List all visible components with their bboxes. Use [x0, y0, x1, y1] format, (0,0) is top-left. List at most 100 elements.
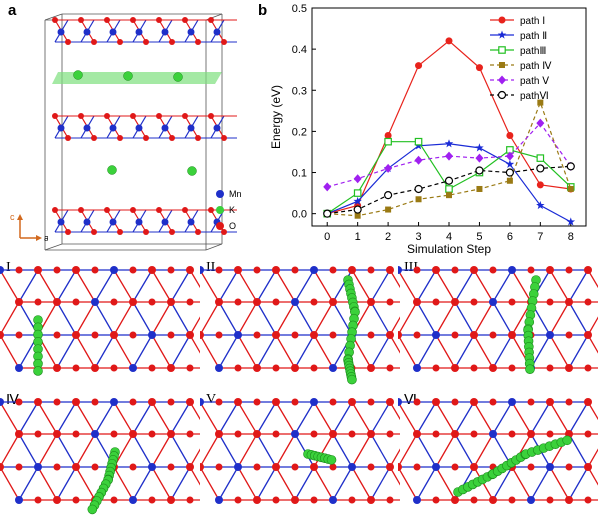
- oxygen-atom: [215, 266, 223, 274]
- manganese-atom: [148, 463, 156, 471]
- manganese-atom: [187, 28, 195, 36]
- manganese-atom: [470, 331, 478, 339]
- manganese-atom: [34, 398, 42, 406]
- oxygen-atom: [104, 17, 110, 23]
- x-tick-label: 1: [355, 231, 361, 243]
- oxygen-atom: [291, 463, 299, 471]
- oxygen-atom: [91, 39, 97, 45]
- manganese-atom: [109, 218, 117, 226]
- lattice-bonds: [0, 269, 200, 369]
- potassium-path: [303, 449, 337, 465]
- oxygen-atom: [186, 364, 194, 372]
- oxygen-atom: [186, 298, 194, 306]
- oxygen-atom: [34, 496, 42, 504]
- oxygen-atom: [52, 17, 58, 23]
- oxygen-atom: [272, 496, 280, 504]
- data-point: [536, 181, 544, 189]
- manganese-atom: [470, 266, 478, 274]
- oxygen-atom: [117, 39, 123, 45]
- oxygen-atom: [221, 135, 227, 141]
- manganese-atom: [470, 398, 478, 406]
- oxygen-atom: [129, 298, 137, 306]
- oxygen-atom: [78, 17, 84, 23]
- lattice-drawing: [398, 398, 598, 504]
- oxygen-atom: [167, 364, 175, 372]
- legend-label: pathⅥ: [520, 91, 549, 102]
- panel-letter-b: b: [258, 2, 268, 19]
- manganese-atom: [234, 398, 242, 406]
- manganese-atom: [148, 331, 156, 339]
- oxygen-atom: [329, 364, 337, 372]
- oxygen-atom: [117, 229, 123, 235]
- oxygen-atom: [546, 364, 554, 372]
- manganese-atom: [57, 218, 65, 226]
- manganese-atom: [83, 124, 91, 132]
- manganese-atom: [161, 218, 169, 226]
- oxygen-atom: [413, 496, 421, 504]
- legend-item-k: K: [216, 202, 242, 218]
- y-axis-label: Energy (eV): [269, 85, 283, 149]
- oxygen-atom: [15, 331, 23, 339]
- mno2-layer-top: [52, 17, 237, 45]
- lattice-label: I: [6, 260, 11, 275]
- oxygen-atom: [508, 496, 516, 504]
- potassium-atom: [187, 166, 197, 176]
- oxygen-atom: [215, 331, 223, 339]
- manganese-atom: [200, 266, 204, 274]
- oxygen-atom: [129, 496, 137, 504]
- data-point: [475, 64, 483, 72]
- oxygen-atom: [156, 17, 162, 23]
- oxygen-atom: [91, 266, 99, 274]
- manganese-atom: [272, 331, 280, 339]
- oxygen-atom: [91, 463, 99, 471]
- oxygen-atom: [470, 364, 478, 372]
- manganese-atom: [234, 331, 242, 339]
- lattice-panel-1: I: [0, 260, 200, 385]
- oxygen-atom: [451, 398, 459, 406]
- oxygen-atom: [34, 298, 42, 306]
- oxygen-atom: [253, 266, 261, 274]
- oxygen-atom: [130, 113, 136, 119]
- oxygen-atom: [348, 496, 356, 504]
- oxygen-atom: [451, 364, 459, 372]
- oxygen-atom: [508, 364, 516, 372]
- oxygen-atom: [367, 298, 375, 306]
- oxygen-atom: [413, 463, 421, 471]
- manganese-atom: [135, 124, 143, 132]
- oxygen-atom: [413, 298, 421, 306]
- x-tick-label: 2: [385, 231, 391, 243]
- axis-indicator: c a: [10, 212, 48, 243]
- oxygen-atom: [329, 331, 337, 339]
- data-point: [384, 191, 393, 200]
- oxygen-atom: [489, 364, 497, 372]
- data-point: [353, 196, 362, 205]
- oxygen-atom: [195, 135, 201, 141]
- oxygen-atom: [221, 229, 227, 235]
- manganese-atom: [57, 28, 65, 36]
- manganese-atom: [546, 266, 554, 274]
- manganese-atom: [0, 266, 4, 274]
- oxygen-atom: [546, 430, 554, 438]
- crystal-structure-panel: a Mn K O c a: [0, 0, 250, 255]
- x-tick-label: 8: [568, 231, 574, 243]
- manganese-atom: [386, 398, 394, 406]
- lattice-bonds: [398, 401, 598, 501]
- manganese-atom: [386, 266, 394, 274]
- legend-marker: [498, 46, 506, 54]
- potassium-atom: [347, 374, 357, 385]
- oxygen-atom: [215, 496, 223, 504]
- oxygen-atom: [143, 229, 149, 235]
- manganese-atom: [109, 124, 117, 132]
- manganese-atom: [0, 331, 4, 339]
- legend-marker: [497, 90, 507, 100]
- manganese-atom: [584, 398, 592, 406]
- oxygen-atom: [470, 430, 478, 438]
- manganese-atom: [234, 463, 242, 471]
- lattice-bonds: [200, 269, 400, 369]
- manganese-atom: [135, 218, 143, 226]
- oxygen-atom: [221, 39, 227, 45]
- oxygen-atom: [253, 430, 261, 438]
- potassium-atom: [107, 165, 117, 175]
- oxygen-atom: [329, 496, 337, 504]
- manganese-atom: [187, 218, 195, 226]
